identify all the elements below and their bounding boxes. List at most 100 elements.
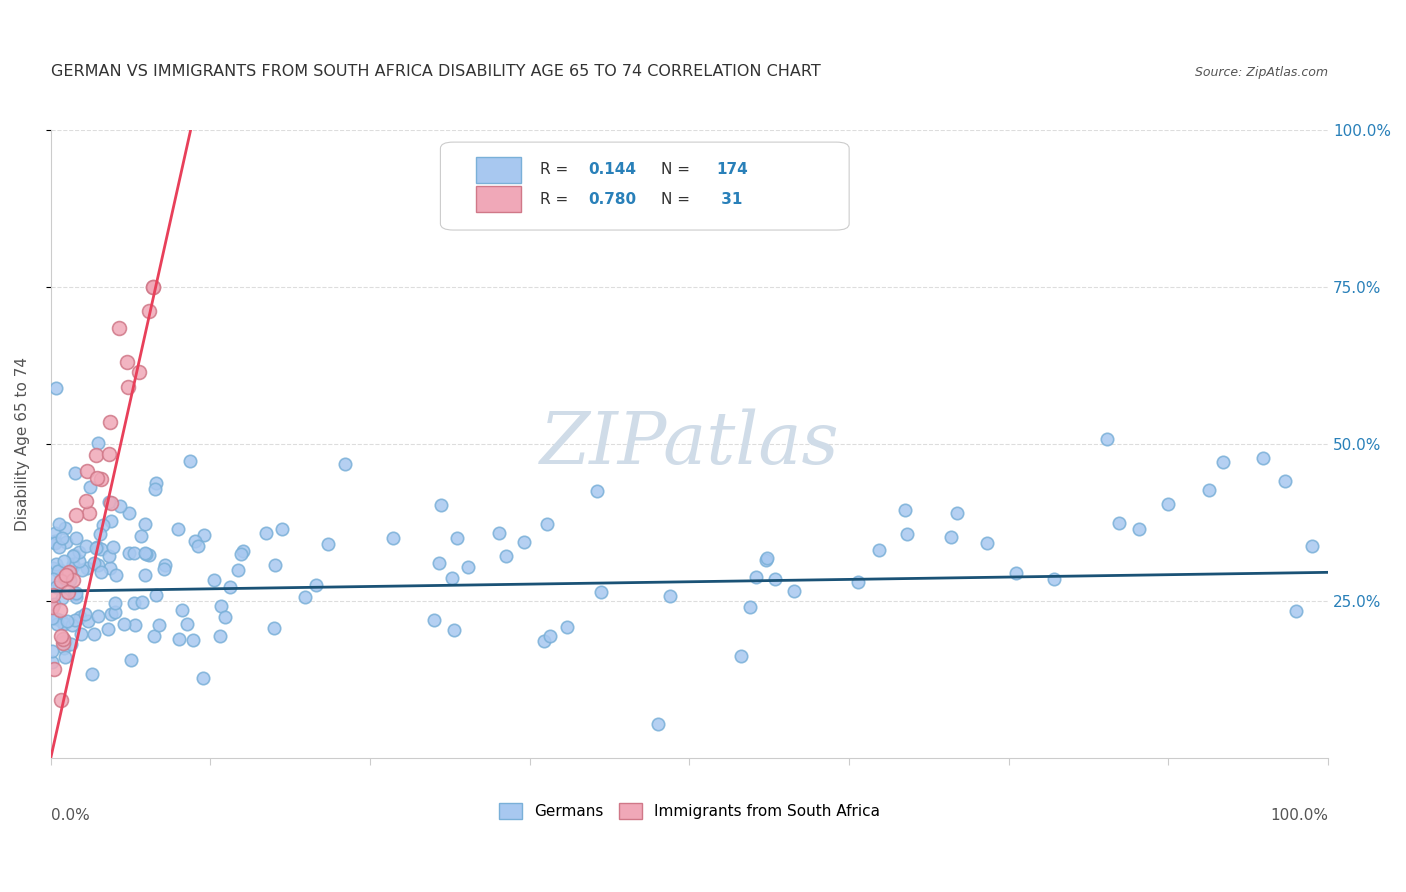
Point [135,547,157,561]
Point [60,618,83,632]
Point [538,629,561,643]
Point [75,540,97,554]
Point [124,596,146,610]
Point [51,531,73,545]
Point [51,591,73,605]
Point [740,599,762,614]
Point [44,533,66,548]
Point [846,575,869,590]
Point [63,587,86,601]
Point [52,615,75,630]
Point [42,588,65,602]
Point [53,650,76,665]
Point [87,558,110,573]
Point [83,627,105,641]
Point [440,571,463,585]
Point [62,549,84,563]
Text: 0.144: 0.144 [589,162,637,178]
Point [488,526,510,541]
Point [134,517,156,532]
Point [49,563,72,577]
Point [100,496,122,510]
Point [69,627,91,641]
Point [118,546,141,560]
Text: R =: R = [540,192,574,207]
Point [536,516,558,531]
Point [41,644,63,658]
Point [145,475,167,490]
Point [80,667,103,681]
Point [179,453,201,467]
Point [868,542,890,557]
Point [108,321,131,335]
Point [86,540,108,554]
Point [76,464,98,478]
Point [63,613,86,627]
Point [84,541,107,556]
Y-axis label: Disability Age 65 to 74: Disability Age 65 to 74 [15,357,30,531]
Point [457,560,479,574]
Point [53,634,76,648]
Point [145,588,167,602]
Point [513,535,536,549]
Point [1198,483,1220,497]
Point [42,597,65,611]
Point [166,523,188,537]
Point [117,355,139,369]
Point [90,566,112,580]
Point [56,614,79,628]
Point [67,545,90,559]
Point [63,586,86,600]
Point [429,498,451,512]
Point [229,548,252,562]
Point [98,415,121,429]
Text: R =: R = [540,162,574,178]
Point [209,629,232,643]
Point [86,471,108,485]
Point [226,563,249,577]
Point [49,572,72,586]
Point [122,546,145,560]
Point [98,561,121,575]
Point [77,615,100,629]
Point [134,568,156,582]
Point [48,540,70,554]
Point [120,653,142,667]
Point [42,573,65,587]
Point [533,634,555,648]
Point [214,610,236,624]
Point [1108,516,1130,530]
Point [941,530,963,544]
Point [148,618,170,632]
Point [41,611,63,625]
Point [104,568,127,582]
Point [42,561,65,575]
Point [45,617,67,632]
Point [49,629,72,643]
Point [72,563,94,577]
Point [1095,432,1118,446]
Point [52,640,75,655]
Point [63,466,86,480]
Point [591,585,613,599]
Point [658,589,681,603]
Point [69,609,91,624]
Point [294,591,316,605]
Point [46,612,69,626]
Point [756,551,779,566]
FancyBboxPatch shape [440,142,849,230]
Point [75,493,97,508]
Point [894,502,917,516]
Point [170,603,193,617]
Point [382,532,405,546]
Point [58,565,80,579]
Point [62,557,84,571]
Point [65,531,87,545]
Point [89,527,111,541]
Point [118,507,141,521]
Point [176,616,198,631]
Point [53,521,76,535]
Point [1301,539,1323,553]
Point [1157,497,1180,511]
Point [77,506,100,520]
